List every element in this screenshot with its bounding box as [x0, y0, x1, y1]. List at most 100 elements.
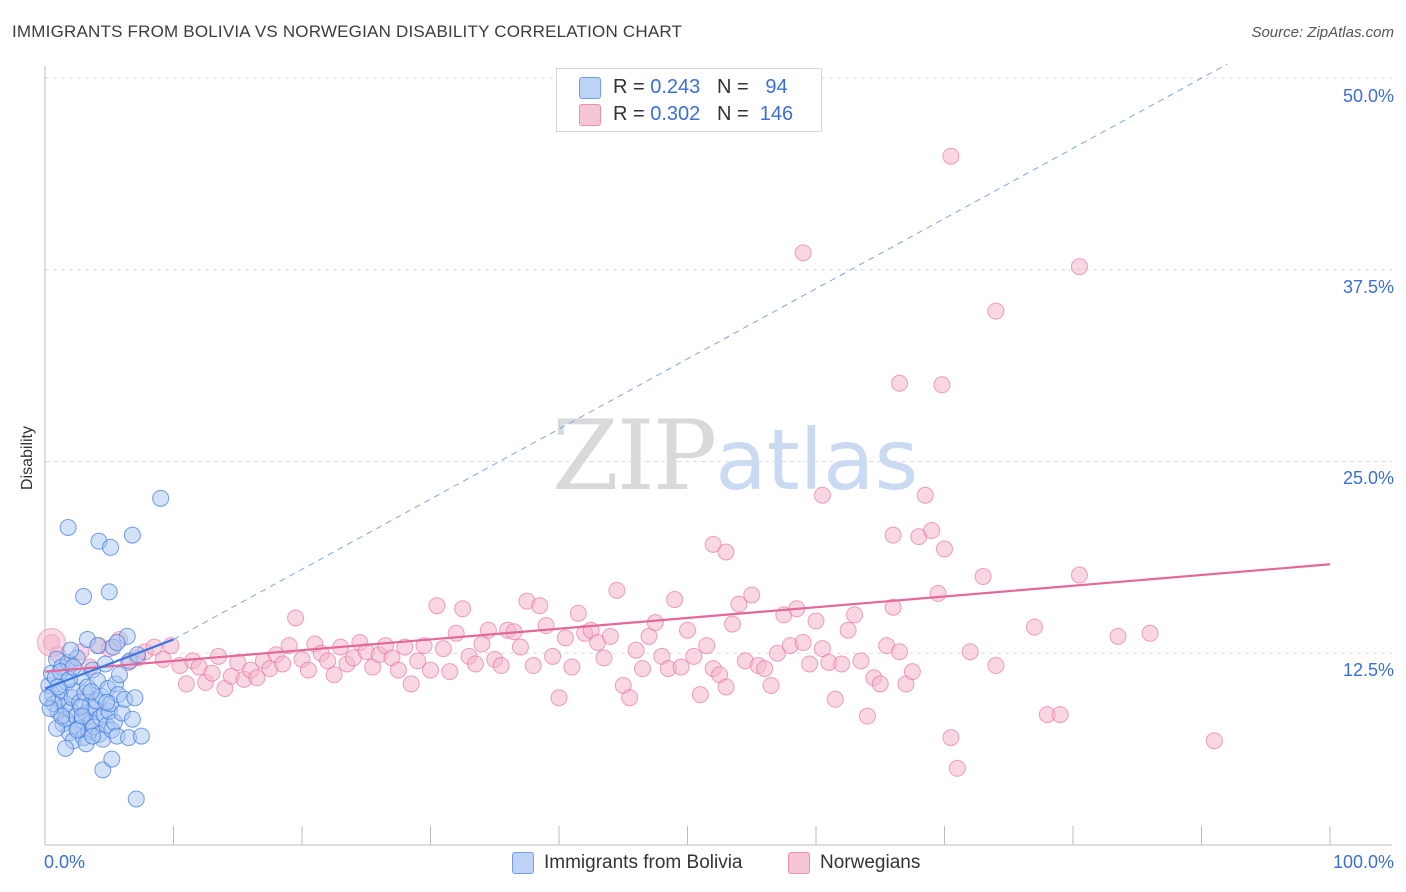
norwegians-point — [948, 759, 966, 777]
norwegians-point — [634, 660, 652, 678]
legend-n-value: 146 — [759, 103, 794, 125]
norwegians-point — [531, 597, 549, 615]
bolivia-point — [64, 658, 82, 676]
norwegians-point — [1141, 624, 1159, 642]
legend-label: Immigrants from Bolivia — [544, 852, 743, 873]
norwegians-point — [756, 660, 774, 678]
norwegians-point — [762, 676, 780, 694]
bolivia-point — [59, 518, 77, 536]
norwegians-point — [717, 678, 735, 696]
norwegians-point — [813, 640, 831, 658]
norwegians-point — [691, 686, 709, 704]
norwegians-point — [679, 621, 696, 639]
norwegians-point — [1051, 706, 1069, 724]
bolivia-point — [126, 689, 144, 707]
norwegians-point — [396, 638, 414, 656]
norwegians-point — [627, 641, 645, 659]
norwegians-point — [287, 609, 305, 627]
norwegians-point — [1025, 618, 1043, 636]
norwegians-point — [852, 652, 870, 670]
norwegians-point — [325, 666, 343, 684]
watermark-zip: ZIP — [552, 400, 717, 512]
y-tick-label: 12.5% — [1342, 660, 1394, 680]
bolivia-point — [84, 727, 102, 745]
legend-swatch — [579, 103, 601, 126]
bolivia-point — [82, 683, 100, 701]
bolivia-point — [89, 637, 107, 655]
norwegians-point — [428, 597, 446, 615]
norwegians-point — [826, 690, 844, 708]
norwegians-point — [454, 600, 472, 618]
legend-r-label: R = — [613, 76, 645, 98]
norwegians-trend-line — [44, 563, 1331, 673]
norwegians-point — [154, 650, 172, 668]
norwegians-point — [1109, 627, 1127, 645]
norwegians-point — [447, 624, 465, 642]
norwegians-point — [621, 689, 639, 707]
bolivia-point — [132, 727, 150, 745]
legend-r-value: 0.243 — [650, 76, 701, 98]
norwegians-point — [884, 598, 902, 616]
norwegians-point — [248, 669, 266, 687]
y-tick-label: 37.5% — [1342, 277, 1394, 297]
bottom-legend-norwegians: Norwegians — [788, 850, 920, 876]
watermark: ZIPatlas — [552, 400, 918, 512]
norwegians-point — [942, 147, 960, 165]
norwegians-point — [415, 637, 433, 655]
norwegians-point — [203, 664, 221, 682]
legend-n-label: N = — [716, 103, 749, 125]
legend-n-label: N = — [716, 76, 749, 98]
chart-title: IMMIGRANTS FROM BOLIVIA VS NORWEGIAN DIS… — [12, 22, 683, 41]
norwegians-point — [569, 604, 587, 622]
norwegians-point — [942, 729, 960, 747]
norwegians-point — [974, 568, 992, 586]
norwegians-point — [768, 644, 786, 662]
norwegians-point — [640, 627, 658, 645]
norwegians-point — [524, 657, 542, 675]
norwegians-point — [743, 586, 761, 604]
legend-n-value: 94 — [765, 76, 788, 98]
norwegians-point — [646, 614, 664, 632]
bolivia-point — [73, 707, 91, 725]
norwegians-point — [608, 581, 626, 599]
norwegians-point — [846, 606, 864, 624]
norwegians-point — [666, 591, 684, 609]
norwegians-point — [1205, 732, 1223, 750]
norwegians-point — [730, 595, 748, 613]
norwegians-point — [916, 486, 934, 504]
legend-r-value: 0.302 — [650, 103, 701, 125]
norwegians-point — [794, 244, 812, 262]
norwegians-point — [1070, 258, 1088, 276]
norwegians-point — [794, 634, 812, 652]
norwegians-point — [884, 526, 902, 544]
bolivia-point — [111, 666, 129, 684]
norwegians-point — [672, 658, 690, 676]
bolivia-trend-extension — [173, 63, 1228, 640]
norwegians-point — [717, 543, 735, 561]
norwegians-point — [319, 652, 337, 670]
norwegians-point — [492, 657, 510, 675]
norwegians-point — [839, 621, 857, 639]
norwegians-point — [402, 675, 420, 693]
norwegians-point — [595, 649, 613, 667]
norwegians-point — [891, 643, 909, 661]
norwegians-point — [434, 640, 452, 658]
bolivia-point — [127, 790, 145, 808]
norwegians-point — [422, 661, 439, 679]
bolivia-point — [98, 693, 116, 711]
norwegians-point — [409, 652, 427, 670]
bolivia-point — [123, 526, 141, 544]
norwegians-point — [858, 707, 876, 725]
norwegians-point — [544, 647, 562, 665]
bolivia-point — [57, 739, 75, 757]
bolivia-point — [62, 641, 80, 659]
norwegians-point — [1070, 566, 1088, 584]
x-tick-label: 0.0% — [44, 852, 86, 872]
norwegians-point — [987, 302, 1005, 320]
legend-label: Norwegians — [820, 852, 921, 873]
bottom-legend-bolivia: Immigrants from Bolivia — [512, 850, 743, 876]
norwegians-point — [801, 655, 819, 673]
bolivia-point — [39, 689, 57, 707]
norwegians-point — [833, 655, 851, 673]
